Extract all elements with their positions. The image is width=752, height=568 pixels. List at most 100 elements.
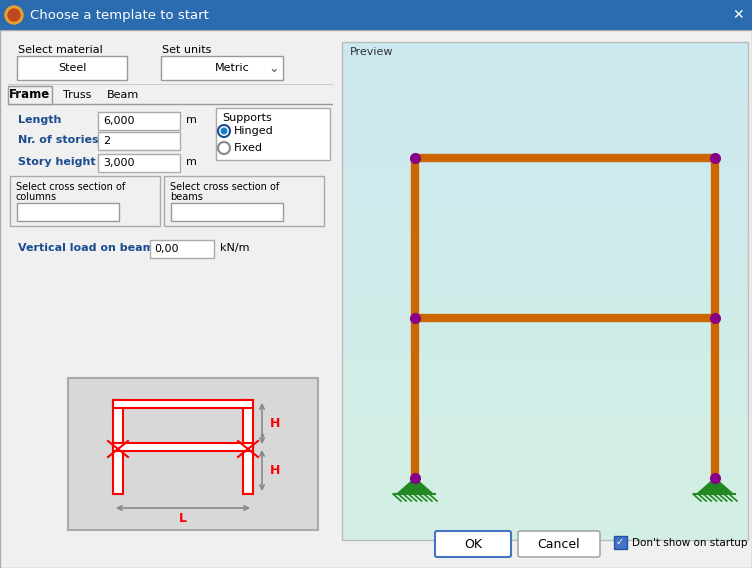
FancyBboxPatch shape (342, 291, 748, 297)
FancyBboxPatch shape (342, 272, 748, 278)
FancyBboxPatch shape (342, 135, 748, 141)
FancyBboxPatch shape (0, 30, 752, 568)
FancyBboxPatch shape (342, 322, 748, 328)
Text: Set units: Set units (162, 45, 211, 55)
FancyBboxPatch shape (342, 166, 748, 173)
FancyBboxPatch shape (0, 0, 752, 30)
Text: Preview: Preview (350, 47, 393, 57)
FancyBboxPatch shape (342, 55, 748, 61)
FancyBboxPatch shape (435, 531, 511, 557)
Text: Rect Section: Rect Section (195, 207, 259, 217)
Text: Metric: Metric (215, 63, 250, 73)
FancyBboxPatch shape (342, 341, 748, 347)
FancyBboxPatch shape (342, 235, 748, 241)
Text: Beam: Beam (107, 90, 139, 100)
FancyBboxPatch shape (342, 141, 748, 148)
Polygon shape (697, 478, 733, 494)
FancyBboxPatch shape (342, 110, 748, 116)
FancyBboxPatch shape (342, 260, 748, 266)
FancyBboxPatch shape (161, 56, 283, 80)
FancyBboxPatch shape (342, 353, 748, 360)
FancyBboxPatch shape (342, 496, 748, 503)
FancyBboxPatch shape (614, 536, 627, 549)
FancyBboxPatch shape (342, 42, 748, 48)
FancyBboxPatch shape (342, 278, 748, 285)
Text: m: m (186, 157, 197, 167)
FancyBboxPatch shape (342, 515, 748, 521)
FancyBboxPatch shape (342, 328, 748, 335)
FancyBboxPatch shape (342, 154, 748, 160)
Text: H: H (270, 464, 280, 477)
FancyBboxPatch shape (164, 176, 324, 226)
FancyBboxPatch shape (342, 484, 748, 490)
Text: 6,000: 6,000 (103, 116, 135, 126)
FancyBboxPatch shape (342, 471, 748, 478)
FancyBboxPatch shape (243, 400, 253, 494)
Text: beams: beams (170, 192, 203, 202)
Text: kN/m: kN/m (220, 243, 250, 253)
FancyBboxPatch shape (342, 391, 748, 397)
FancyBboxPatch shape (342, 48, 748, 55)
Text: m: m (186, 115, 197, 125)
FancyBboxPatch shape (342, 92, 748, 98)
Text: Frame: Frame (9, 89, 50, 102)
FancyBboxPatch shape (342, 129, 748, 135)
FancyBboxPatch shape (342, 67, 748, 73)
Circle shape (218, 142, 230, 154)
FancyBboxPatch shape (113, 400, 253, 408)
FancyBboxPatch shape (342, 285, 748, 291)
Text: Select cross section of: Select cross section of (16, 182, 126, 192)
FancyBboxPatch shape (342, 303, 748, 310)
FancyBboxPatch shape (98, 132, 180, 150)
Text: Hinged: Hinged (234, 126, 274, 136)
FancyBboxPatch shape (342, 490, 748, 496)
FancyBboxPatch shape (113, 400, 123, 494)
Text: Don't show on startup: Don't show on startup (632, 537, 747, 548)
Text: L: L (179, 512, 187, 524)
FancyBboxPatch shape (342, 98, 748, 105)
Text: Nr. of stories: Nr. of stories (18, 135, 99, 145)
FancyBboxPatch shape (342, 229, 748, 235)
Text: Supports: Supports (222, 113, 271, 123)
FancyBboxPatch shape (98, 154, 180, 172)
FancyBboxPatch shape (216, 108, 330, 160)
Circle shape (8, 9, 20, 21)
FancyBboxPatch shape (171, 203, 283, 221)
FancyBboxPatch shape (342, 347, 748, 353)
FancyBboxPatch shape (342, 61, 748, 67)
FancyBboxPatch shape (342, 191, 748, 198)
FancyBboxPatch shape (342, 185, 748, 191)
FancyBboxPatch shape (342, 521, 748, 528)
Text: ✕: ✕ (732, 8, 744, 22)
Text: H: H (270, 417, 280, 430)
FancyBboxPatch shape (342, 434, 748, 440)
FancyBboxPatch shape (98, 112, 180, 130)
FancyBboxPatch shape (342, 378, 748, 385)
Circle shape (220, 127, 228, 135)
FancyBboxPatch shape (342, 440, 748, 446)
FancyBboxPatch shape (342, 372, 748, 378)
Text: 3,000: 3,000 (103, 158, 135, 168)
Text: Cancel: Cancel (538, 537, 581, 550)
Text: Length: Length (18, 115, 62, 125)
FancyBboxPatch shape (342, 316, 748, 322)
FancyBboxPatch shape (342, 509, 748, 515)
FancyBboxPatch shape (342, 73, 748, 80)
FancyBboxPatch shape (342, 421, 748, 428)
FancyBboxPatch shape (342, 534, 748, 540)
FancyBboxPatch shape (342, 453, 748, 459)
Text: Story height: Story height (18, 157, 96, 167)
FancyBboxPatch shape (342, 204, 748, 210)
Text: Choose a template to start: Choose a template to start (30, 9, 209, 22)
Text: ⌄: ⌄ (268, 61, 279, 74)
FancyBboxPatch shape (10, 176, 160, 226)
FancyBboxPatch shape (342, 80, 748, 86)
Text: Truss: Truss (63, 90, 91, 100)
FancyBboxPatch shape (68, 378, 318, 530)
FancyBboxPatch shape (342, 173, 748, 179)
FancyBboxPatch shape (342, 210, 748, 216)
FancyBboxPatch shape (342, 459, 748, 465)
FancyBboxPatch shape (342, 446, 748, 453)
FancyBboxPatch shape (342, 116, 748, 123)
FancyBboxPatch shape (342, 241, 748, 248)
